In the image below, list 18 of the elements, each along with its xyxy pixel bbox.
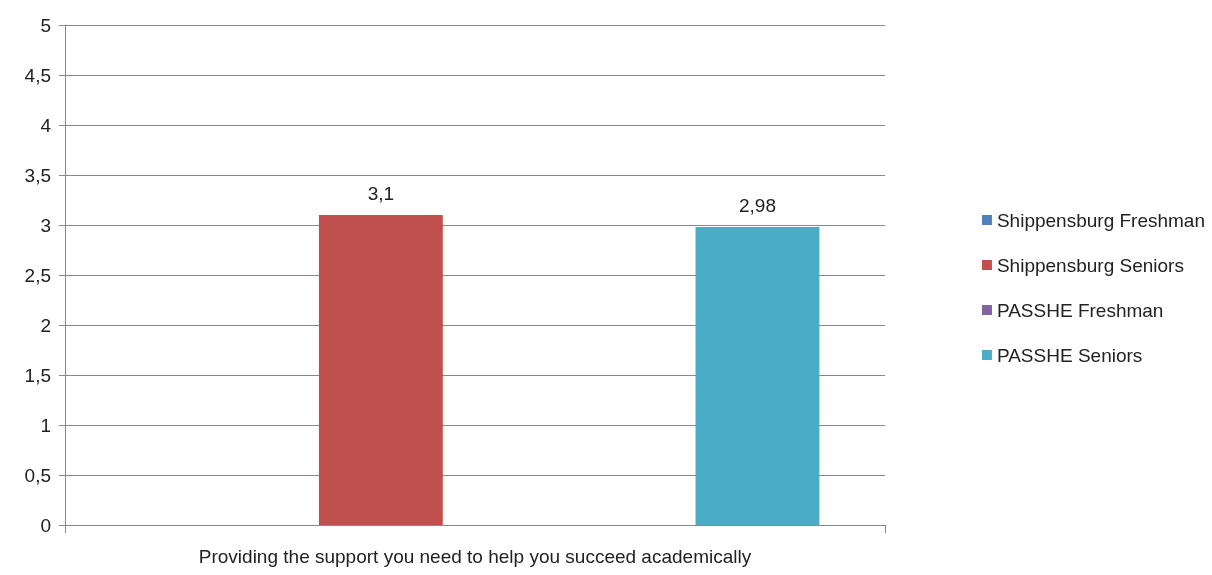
y-tick-label: 4,5: [24, 64, 51, 86]
data-label: 2,98: [738, 195, 776, 216]
y-tick-label: 2,5: [24, 264, 51, 286]
y-tick-label: 1,5: [24, 364, 51, 386]
y-tick-label: 5: [40, 14, 51, 36]
y-tick-label: 3: [40, 214, 51, 236]
x-axis-title: Providing the support you need to help you succeed academically: [198, 546, 752, 567]
y-tick-label: 1: [40, 414, 51, 436]
y-tick-label: 4: [40, 114, 52, 136]
y-tick-label: 2: [40, 314, 51, 336]
y-tick-label: 3,5: [24, 164, 51, 186]
legend-label: Shippensburg Freshman: [996, 209, 1206, 231]
legend-label: Shippensburg Seniors: [996, 254, 1184, 276]
y-tick-label: 0,5: [24, 464, 51, 486]
data-label: 3,1: [367, 183, 395, 204]
y-tick-label: 0: [40, 514, 51, 536]
legend-label: PASSHE Seniors: [996, 344, 1143, 366]
legend-label: PASSHE Freshman: [996, 299, 1164, 321]
